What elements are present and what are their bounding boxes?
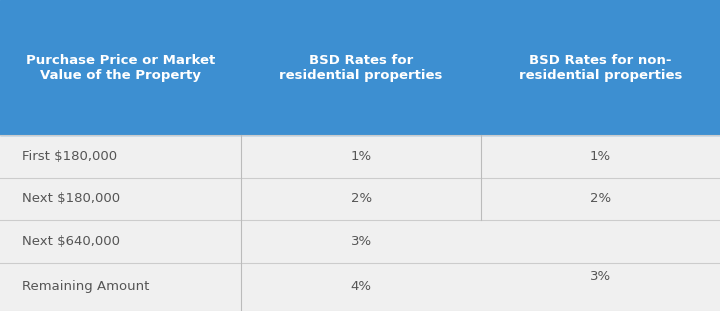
Bar	[0, 178, 720, 220]
Text: 1%: 1%	[351, 150, 372, 163]
Bar	[0, 0, 720, 135]
Text: BSD Rates for
residential properties: BSD Rates for residential properties	[279, 53, 443, 81]
Text: Next $640,000: Next $640,000	[22, 235, 120, 248]
Text: BSD Rates for non-
residential properties: BSD Rates for non- residential propertie…	[519, 53, 682, 81]
Text: 4%: 4%	[351, 280, 372, 293]
Text: 3%: 3%	[590, 270, 611, 283]
Text: 3%: 3%	[351, 235, 372, 248]
Text: Purchase Price or Market
Value of the Property: Purchase Price or Market Value of the Pr…	[26, 53, 215, 81]
Text: Remaining Amount: Remaining Amount	[22, 280, 149, 293]
Bar	[0, 135, 720, 178]
Bar	[0, 262, 720, 311]
Text: 2%: 2%	[351, 192, 372, 205]
Bar	[0, 220, 720, 262]
Text: 1%: 1%	[590, 150, 611, 163]
Text: First $180,000: First $180,000	[22, 150, 117, 163]
Text: 2%: 2%	[590, 192, 611, 205]
Text: Next $180,000: Next $180,000	[22, 192, 120, 205]
